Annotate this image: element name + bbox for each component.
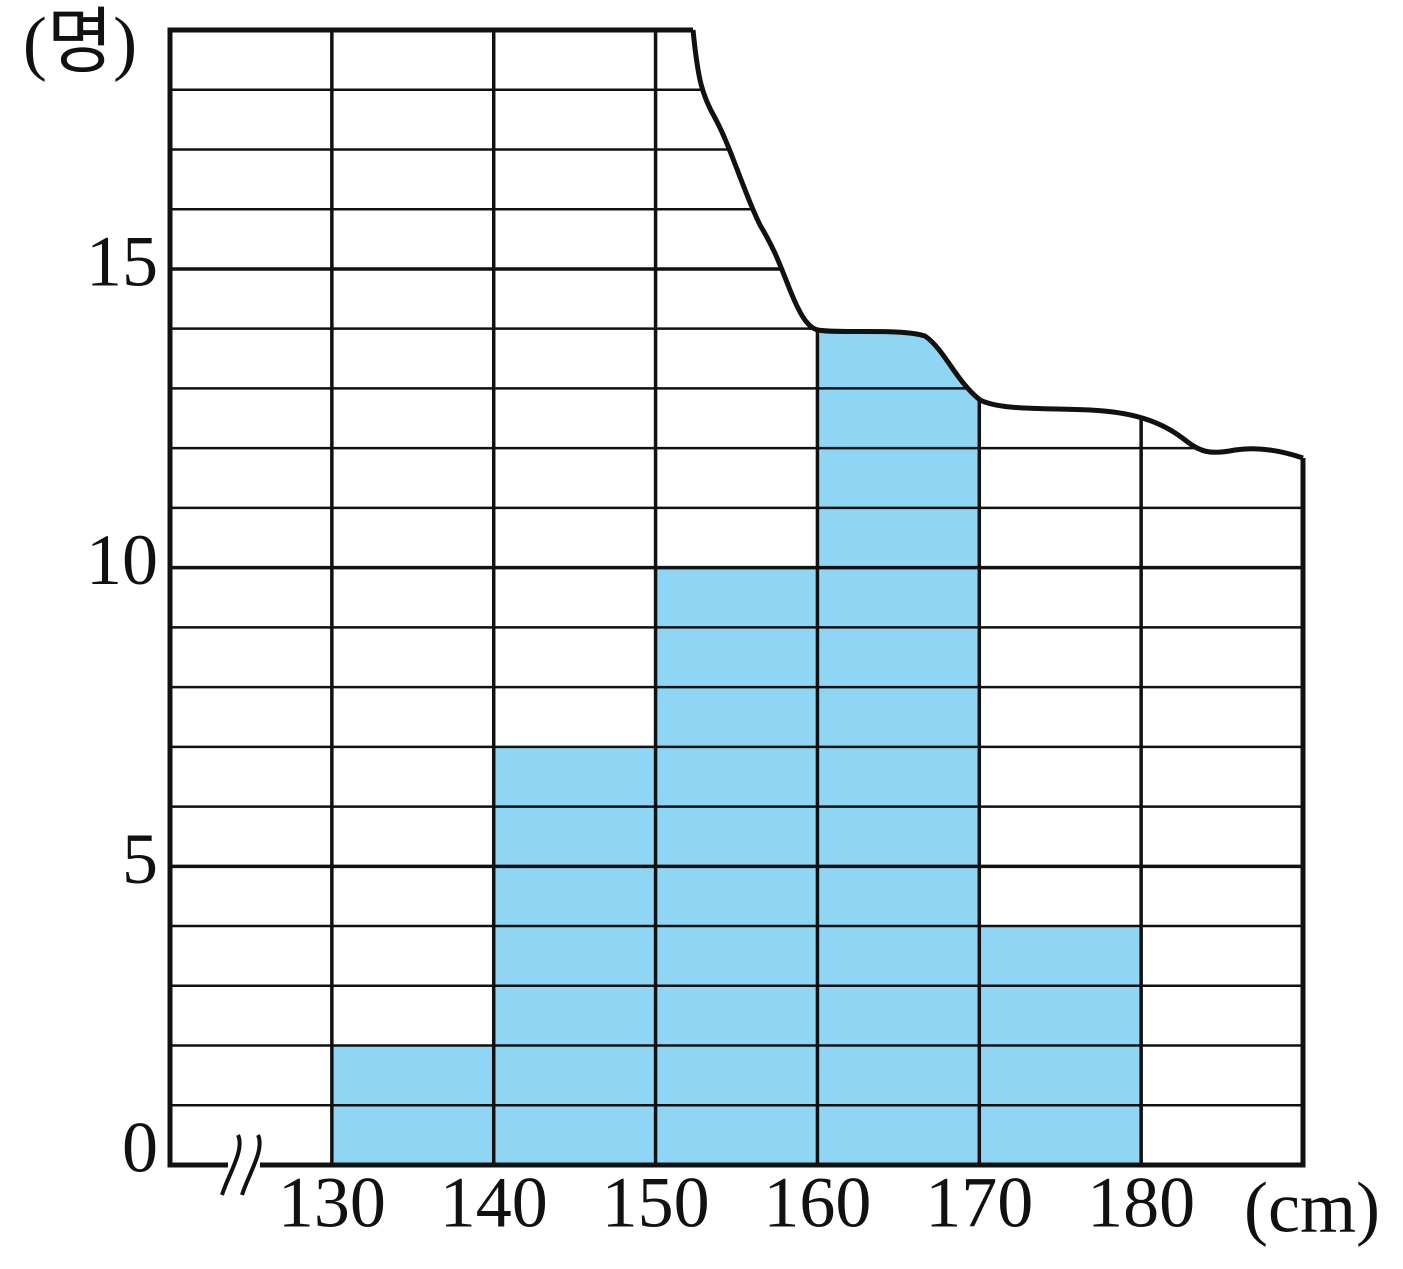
x-tick-label: 140 [440,1163,548,1243]
x-tick-label: 130 [278,1163,386,1243]
y-tick-label: 10 [86,520,158,600]
x-tick-label: 170 [925,1163,1033,1243]
x-axis-label: (cm) [1244,1168,1380,1248]
torn-edge [690,29,1304,461]
x-tick-label: 150 [602,1163,710,1243]
x-tick-label: 160 [763,1163,871,1243]
axes [167,27,1306,1168]
torn-mask [693,0,1403,458]
y-tick-label: 0 [122,1108,158,1188]
axis-break [220,1134,262,1196]
plot [170,28,1303,1167]
x-tick-label: 180 [1087,1163,1195,1243]
y-tick-label: 15 [86,221,158,301]
y-tick-label: 5 [122,819,158,899]
bar [493,746,656,1165]
y-axis-label: (명) [23,3,137,83]
